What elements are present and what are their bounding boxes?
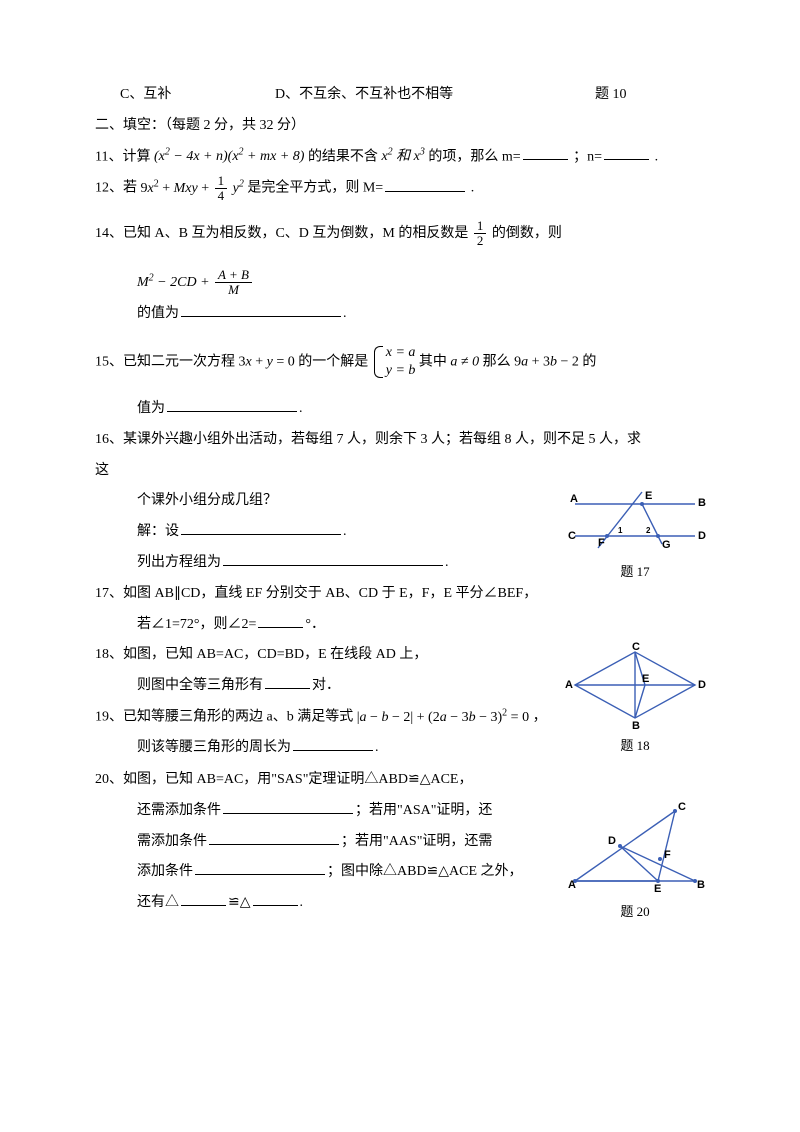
q16-l1b: 这 [95,456,710,487]
q15-eqn: 3x + y = 0 [239,354,295,369]
q14-tail: 的值为. [95,299,710,330]
option-c: C、互补 [95,80,275,111]
q11-suffix2: ；n= [573,149,602,164]
q20-l5: 还有△ ≌△. [95,888,710,919]
option-d: D、不互余、不互补也不相等 [275,80,595,111]
q17-blank[interactable] [258,613,303,628]
q15-tail: 值为. [95,394,710,425]
q14-suffix: 的倒数，则 [492,226,562,241]
q11-blank-n[interactable] [604,145,649,160]
q20-l5b: ≌△ [228,895,251,910]
q15-l1: 15、已知二元一次方程 3x + y = 0 的一个解是 x = a y = b… [95,344,710,380]
q12-mid: 是完全平方式，则 M= [247,181,383,196]
q18-blank[interactable] [265,674,310,689]
q15-mid2: 其中 [419,354,447,369]
q12-blank[interactable] [385,177,465,192]
q20-l4b: ；图中除△ABD≌△ACE 之外， [327,864,523,879]
q11-end: . [655,149,659,164]
q18-l1: 18、如图，已知 AB=AC，CD=BD，E 在线段 AD 上， [95,640,710,671]
q14-end: . [343,306,347,321]
q19-blank[interactable] [293,736,373,751]
q20-l3: 需添加条件 ；若用"AAS"证明，还需 [95,827,710,858]
q16-l1: 16、某课外兴趣小组外出活动，若每组 7 人，则余下 3 人；若每组 8 人，则… [95,425,710,456]
q20-blank-4[interactable] [181,891,226,906]
q15-mid3: 那么 [483,354,511,369]
q19-prefix: 19、已知等腰三角形的两边 a、b 满足等式 [95,710,353,725]
q19-l1: 19、已知等腰三角形的两边 a、b 满足等式 |a − b − 2| + (2a… [95,702,710,733]
q19-suffix: ， [533,710,547,725]
q12-prefix: 12、若 [95,181,137,196]
q16-l3-text: 解：设 [137,524,179,539]
q20-l1: 20、如图，已知 AB=AC，用"SAS"定理证明△ABD≌△ACE， [95,765,710,796]
q17-degree: °． [305,617,325,632]
q17-l2: 若∠1=72°，则∠2= °． [95,610,710,641]
q12: 12、若 9x2 + Mxy + 14 y2 是完全平方式，则 M= . [95,173,710,204]
q16-l2: 个课外小组分成几组？ [95,486,710,517]
q11-expr: (x2 − 4x + n)(x2 + mx + 8) [154,149,304,164]
q11-blank-m[interactable] [523,145,568,160]
q20-blank-3[interactable] [195,860,325,875]
q15-blank[interactable] [167,397,297,412]
q14-tail-text: 的值为 [137,306,179,321]
q15-expr2: 9a + 3b − 2 [514,354,579,369]
q18-l2-text: 则图中全等三角形有 [137,678,263,693]
q20-l2b: ；若用"ASA"证明，还 [355,803,492,818]
q16-blank-1[interactable] [181,520,341,535]
q14-expr-body: M2 − 2CD + [137,275,213,290]
q19-end: . [375,740,379,755]
q18-l2: 则图中全等三角形有 对． [95,671,710,702]
q16-l4: 列出方程组为. [95,548,710,579]
q16-l4-text: 列出方程组为 [137,555,221,570]
q20-blank-1[interactable] [223,799,353,814]
q18-l2-end: 对． [312,678,340,693]
q15-cond: a ≠ 0 [450,354,482,369]
q19-l2: 则该等腰三角形的周长为. [95,733,710,764]
q15-prefix: 15、已知二元一次方程 [95,354,235,369]
q14-prefix: 14、已知 A、B 互为相反数，C、D 互为倒数，M 的相反数是 [95,226,468,241]
q12-expr-post: y2 [233,181,244,196]
q20-l4a: 添加条件 [137,864,193,879]
q20-l5c: . [300,895,304,910]
q14-l1: 14、已知 A、B 互为相反数，C、D 互为倒数，M 的相反数是 12 的倒数，… [95,219,710,250]
q15-suffix: 的 [582,354,596,369]
q20-l3b: ；若用"AAS"证明，还需 [341,834,492,849]
q14-expr-frac: A + BM [215,268,252,298]
q11: 11、计算 (x2 − 4x + n)(x2 + mx + 8) 的结果不含 x… [95,142,710,173]
q20-l3a: 需添加条件 [137,834,207,849]
q20-l4: 添加条件 ；图中除△ABD≌△ACE 之外， [95,857,710,888]
q11-terms: x2 和 x3 [381,149,424,164]
q15-system: x = a y = b [372,344,416,380]
q20-blank-5[interactable] [253,891,298,906]
q15-tail-text: 值为 [137,401,165,416]
q12-end: . [471,181,475,196]
q20-l2: 还需添加条件 ；若用"ASA"证明，还 [95,796,710,827]
q11-suffix: 的项，那么 m= [428,149,520,164]
q16-l3: 解：设. [95,517,710,548]
q19-l2-text: 则该等腰三角形的周长为 [137,740,291,755]
q17-l2-text: 若∠1=72°，则∠2= [137,617,256,632]
section-2-header: 二、填空：（每题 2 分，共 32 分） [95,111,710,142]
q12-expr: 9x2 + Mxy + [141,181,213,196]
q20-blank-2[interactable] [209,830,339,845]
q14-blank[interactable] [181,302,341,317]
q20-l5a: 还有△ [137,895,179,910]
q19-expr: |a − b − 2| + (2a − 3b − 3)2 = 0 [357,710,529,725]
options-row: C、互补 D、不互余、不互补也不相等 题 10 [95,80,710,111]
q15-mid1: 的一个解是 [298,354,368,369]
q11-mid: 的结果不含 [308,149,378,164]
q16-end3: . [343,524,347,539]
q15-end: . [299,401,303,416]
q20-l2a: 还需添加条件 [137,803,221,818]
q17-l1: 17、如图 AB∥CD，直线 EF 分别交于 AB、CD 于 E，F，E 平分∠… [95,579,710,610]
q10-ref: 题 10 [595,80,627,111]
q11-prefix: 11、计算 [95,149,150,164]
q14-frac-half: 12 [474,219,487,249]
q14-expr: M2 − 2CD + A + BM [95,267,710,298]
q16-end4: . [445,555,449,570]
q12-frac: 14 [215,174,228,204]
q16-blank-2[interactable] [223,551,443,566]
